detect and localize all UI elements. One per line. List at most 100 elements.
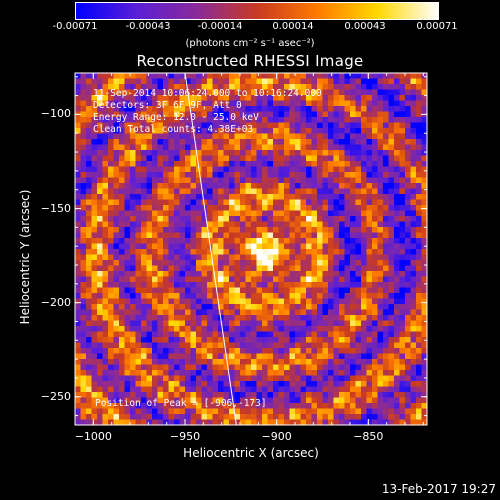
heatmap-cell xyxy=(300,298,307,305)
heatmap-cell xyxy=(372,166,378,173)
heatmap-cell xyxy=(152,249,158,255)
heatmap-cell xyxy=(372,397,378,404)
heatmap-cell xyxy=(86,309,92,316)
heatmap-cell xyxy=(146,315,153,321)
heatmap-cell xyxy=(229,100,235,107)
heatmap-cell xyxy=(108,150,114,156)
heatmap-cell xyxy=(421,89,428,96)
heatmap-cell xyxy=(361,282,367,288)
heatmap-cell xyxy=(75,199,81,206)
heatmap-cell xyxy=(399,304,406,310)
heatmap-cell xyxy=(174,408,180,415)
heatmap-cell xyxy=(355,216,362,222)
heatmap-cell xyxy=(350,172,356,178)
heatmap-cell xyxy=(207,403,213,409)
heatmap-cell xyxy=(366,249,373,255)
heatmap-cell xyxy=(295,414,301,420)
heatmap-cell xyxy=(333,298,340,305)
heatmap-cell xyxy=(267,216,274,222)
heatmap-cell xyxy=(388,84,395,90)
heatmap-cell xyxy=(262,161,268,167)
heatmap-cell xyxy=(322,276,329,283)
heatmap-cell xyxy=(91,227,98,233)
heatmap-cell xyxy=(328,194,334,200)
heatmap-cell xyxy=(113,315,120,321)
heatmap-cell xyxy=(185,106,191,112)
heatmap-cell xyxy=(388,78,395,85)
heatmap-cell xyxy=(388,155,395,162)
heatmap-cell xyxy=(157,397,164,404)
heatmap-cell xyxy=(361,315,367,321)
heatmap-cell xyxy=(113,73,120,79)
heatmap-cell xyxy=(245,309,252,316)
heatmap-cell xyxy=(86,315,92,321)
heatmap-cell xyxy=(168,227,175,233)
heatmap-cell xyxy=(207,199,213,206)
heatmap-cell xyxy=(179,150,186,156)
heatmap-cell xyxy=(245,353,252,360)
heatmap-cell xyxy=(306,144,312,151)
heatmap-cell xyxy=(229,249,235,255)
heatmap-cell xyxy=(130,287,136,294)
heatmap-cell xyxy=(190,271,197,277)
heatmap-cell xyxy=(240,364,246,371)
heatmap-cell xyxy=(102,172,109,178)
heatmap-cell xyxy=(267,238,274,244)
heatmap-cell xyxy=(179,331,186,338)
heatmap-cell xyxy=(223,172,230,178)
heatmap-cell xyxy=(113,353,120,360)
heatmap-cell xyxy=(124,243,131,250)
heatmap-cell xyxy=(383,188,389,195)
heatmap-cell xyxy=(146,249,153,255)
heatmap-cell xyxy=(328,73,334,79)
heatmap-cell xyxy=(91,293,98,299)
heatmap-cell xyxy=(146,133,153,140)
heatmap-cell xyxy=(344,166,351,173)
heatmap-cell xyxy=(355,177,362,184)
heatmap-cell xyxy=(344,353,351,360)
heatmap-cell xyxy=(223,89,230,96)
heatmap-cell xyxy=(383,381,389,387)
heatmap-cell xyxy=(80,408,87,415)
heatmap-cell xyxy=(196,359,202,365)
heatmap-cell xyxy=(328,144,334,151)
heatmap-cell xyxy=(141,122,147,129)
heatmap-cell xyxy=(366,260,373,266)
heatmap-cell xyxy=(91,342,98,349)
heatmap-cell xyxy=(273,117,279,123)
heatmap-cell xyxy=(405,254,411,261)
heatmap-cell xyxy=(399,89,406,96)
heatmap-cell xyxy=(130,414,136,420)
heatmap-cell xyxy=(119,89,125,96)
heatmap-cell xyxy=(102,381,109,387)
heatmap-cell xyxy=(405,243,411,250)
heatmap-cell xyxy=(339,166,345,173)
heatmap-cell xyxy=(185,370,191,376)
heatmap-cell xyxy=(240,326,246,332)
heatmap-cell xyxy=(234,133,241,140)
heatmap-cell xyxy=(102,243,109,250)
heatmap-cell xyxy=(256,166,263,173)
heatmap-cell xyxy=(207,331,213,338)
heatmap-cell xyxy=(410,221,417,228)
heatmap-cell xyxy=(383,337,389,343)
heatmap-cell xyxy=(212,210,219,217)
heatmap-cell xyxy=(91,392,98,398)
heatmap-cell xyxy=(350,89,356,96)
heatmap-cell xyxy=(300,282,307,288)
heatmap-cell xyxy=(190,111,197,118)
heatmap-cell xyxy=(168,144,175,151)
heatmap-cell xyxy=(394,177,400,184)
heatmap-cell xyxy=(80,111,87,118)
heatmap-cell xyxy=(410,95,417,101)
heatmap-cell xyxy=(355,381,362,387)
heatmap-cell xyxy=(163,370,169,376)
heatmap-cell xyxy=(113,128,120,134)
heatmap-cell xyxy=(361,260,367,266)
heatmap-cell xyxy=(317,260,323,266)
heatmap-cell xyxy=(229,243,235,250)
heatmap-cell xyxy=(174,177,180,184)
heatmap-cell xyxy=(333,188,340,195)
heatmap-cell xyxy=(108,188,114,195)
heatmap-cell xyxy=(119,84,125,90)
